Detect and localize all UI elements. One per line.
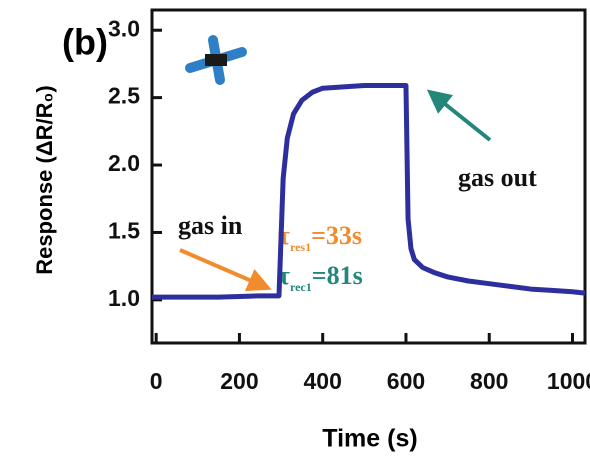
data-line <box>152 82 586 300</box>
molecule-icon <box>185 35 247 85</box>
tau-rec-label: τrec1=81s <box>278 261 363 294</box>
tau-subscript: rec1 <box>290 280 312 294</box>
gas-out-label: gas out <box>458 163 537 192</box>
tau-value: =81s <box>312 261 363 290</box>
y-tick-label: 2.5 <box>108 83 140 109</box>
x-tick-label: 0 <box>150 368 163 394</box>
x-tick-label: 800 <box>470 368 508 394</box>
tau-value: =33s <box>311 221 362 250</box>
gas-in-arrow <box>179 248 272 292</box>
y-tick-label: 3.0 <box>108 15 140 41</box>
y-tick-label: 1.0 <box>108 285 140 311</box>
tau-subscript: res1 <box>290 240 311 254</box>
y-axis-label: Response (ΔR/R₀) <box>32 85 57 275</box>
x-tick-label: 200 <box>220 368 258 394</box>
y-tick-label: 1.5 <box>108 218 140 244</box>
y-tick-label: 2.0 <box>108 150 140 176</box>
panel-label: (b) <box>62 22 108 63</box>
x-tick-label: 1000 <box>547 368 590 394</box>
gas-out-arrow <box>426 89 492 142</box>
gas-in-label: gas in <box>178 211 243 240</box>
x-axis-label: Time (s) <box>322 425 417 453</box>
x-tick-label: 400 <box>304 368 342 394</box>
x-tick-label: 600 <box>387 368 425 394</box>
tau-res-label: τres1=33s <box>278 221 362 254</box>
plot-frame <box>150 8 587 345</box>
